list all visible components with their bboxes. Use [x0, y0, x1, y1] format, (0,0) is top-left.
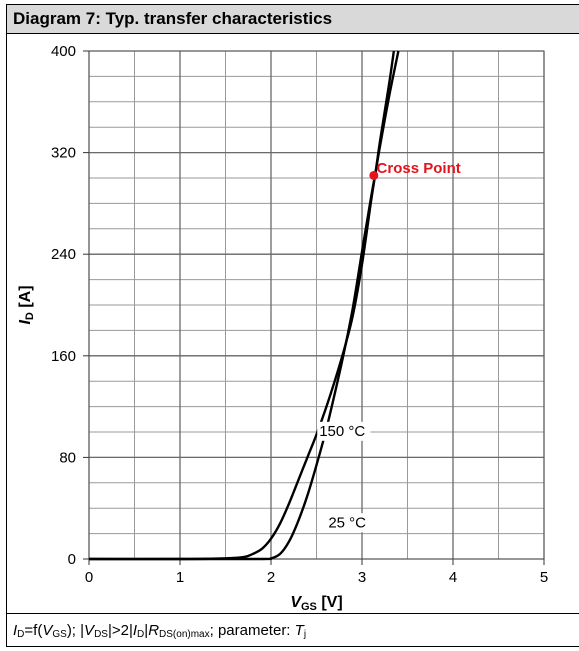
y-tick-label: 80: [59, 449, 76, 466]
footer-vds-subscript: DS: [94, 629, 108, 640]
footer-id2-subscript: D: [137, 629, 145, 640]
annotation-background: [326, 513, 372, 533]
footer-text-part: ); |: [66, 622, 85, 639]
annotation-label-2: Cross Point: [377, 160, 461, 177]
title-bar: Diagram 7: Typ. transfer characteristics: [7, 5, 579, 34]
x-tick-label: 5: [540, 569, 548, 586]
footer-vds-symbol: V: [84, 622, 95, 639]
cross-point-marker: [369, 170, 379, 180]
x-tick-label: 3: [358, 569, 366, 586]
y-axis-label-unit: [A]: [17, 285, 34, 312]
y-tick-label: 400: [51, 43, 76, 60]
y-tick-label: 240: [51, 246, 76, 263]
footer-r-symbol: R: [148, 622, 160, 639]
footer-text-part: ; parameter:: [209, 622, 295, 639]
y-axis-label-subscript: D: [24, 312, 36, 320]
footer-t-symbol: T: [294, 622, 304, 639]
footer-vgs-subscript: GS: [52, 629, 67, 640]
footer-id-subscript: D: [17, 629, 25, 640]
footer-id-symbol: I: [13, 622, 18, 639]
y-axis-label: ID [A]: [17, 285, 36, 324]
footer-t-subscript: j: [303, 629, 307, 640]
footer-text-part: |: [144, 622, 149, 639]
annotation-label-1: 25 °C: [328, 514, 366, 531]
footer-text-part: |>2|: [107, 622, 133, 639]
x-axis-label-subscript: GS: [301, 601, 317, 613]
x-tick-label: 2: [267, 569, 275, 586]
x-tick-label: 4: [449, 569, 457, 586]
diagram-title: Diagram 7: Typ. transfer characteristics: [13, 9, 333, 28]
footer-divider: [7, 613, 579, 614]
footer-formula: ID=f(VGS); |VDS|>2|ID|RDS(on)max; parame…: [13, 622, 306, 640]
x-axis-label-unit: [V]: [317, 594, 343, 611]
footer-id2-symbol: I: [132, 622, 138, 639]
annotation-label-0: 150 °C: [319, 423, 365, 440]
x-tick-label: 1: [176, 569, 184, 586]
y-tick-label: 0: [68, 551, 76, 568]
annotation-background: [317, 421, 371, 441]
footer-vgs-symbol: V: [42, 622, 53, 639]
y-tick-label: 320: [51, 145, 76, 162]
footer-r-subscript: DS(on)max: [159, 629, 210, 640]
x-tick-label: 0: [85, 569, 93, 586]
y-tick-label: 160: [51, 348, 76, 365]
x-axis-label-symbol: V: [290, 594, 302, 611]
plot-area-border: [88, 50, 545, 560]
y-axis-label-symbol: I: [17, 320, 34, 325]
footer-text-part: =f(: [24, 622, 43, 639]
diagram-frame: Diagram 7: Typ. transfer characteristics…: [6, 4, 579, 647]
x-axis-label: VGS [V]: [290, 594, 342, 613]
